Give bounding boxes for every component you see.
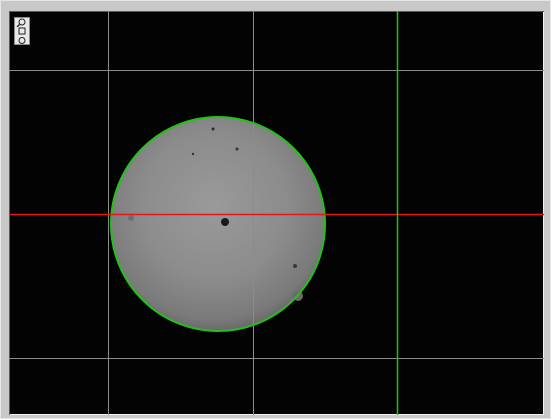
defect-spot — [128, 215, 134, 221]
defect-spot — [235, 147, 239, 151]
center-defect — [221, 218, 229, 226]
grid — [9, 11, 544, 415]
zoom-fit-icon[interactable] — [16, 27, 28, 35]
defect-spot — [191, 152, 195, 156]
defect-spot — [211, 127, 215, 131]
zoom-out-icon[interactable] — [16, 36, 28, 44]
zoom-toolbar — [14, 17, 30, 45]
zoom-in-icon[interactable] — [16, 18, 28, 27]
detected-circle-outline — [110, 116, 326, 332]
sample-disc — [111, 117, 325, 331]
defect-spot — [293, 264, 297, 268]
overlay-layer — [9, 11, 544, 415]
image-viewport[interactable] — [9, 11, 544, 415]
